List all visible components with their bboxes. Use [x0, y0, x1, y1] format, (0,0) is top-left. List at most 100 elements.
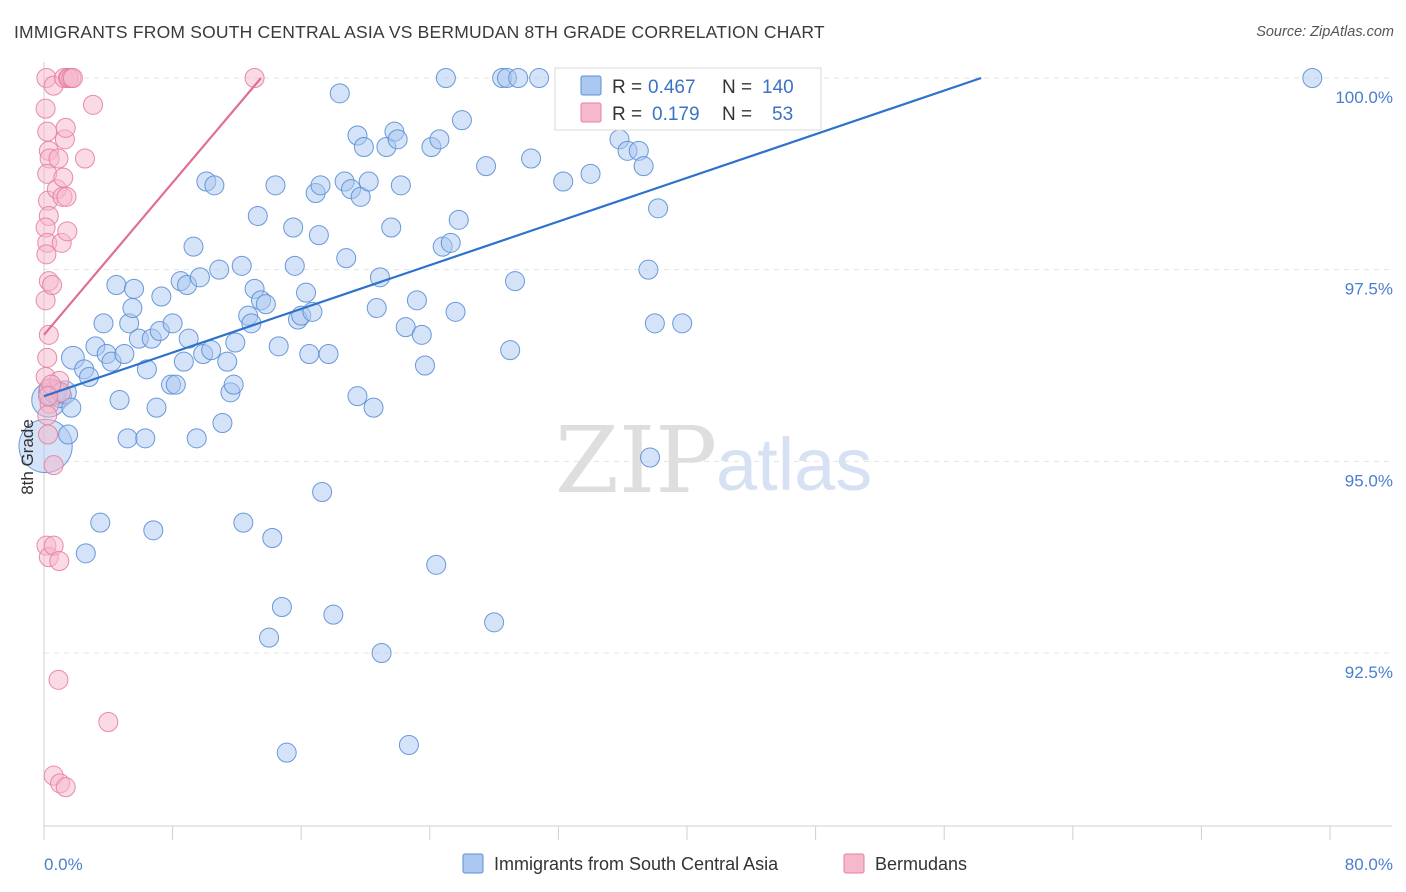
- point-immigrants: [117, 428, 138, 449]
- point-immigrants: [369, 267, 390, 288]
- point-immigrants: [358, 171, 379, 192]
- stats-swatch-immigrants: [580, 75, 602, 96]
- point-immigrants: [231, 255, 252, 276]
- point-immigrants: [644, 313, 665, 334]
- point-bermudans: [38, 386, 59, 407]
- point-immigrants: [484, 612, 505, 633]
- point-immigrants: [504, 271, 525, 292]
- point-immigrants: [283, 217, 304, 238]
- point-immigrants: [521, 148, 542, 169]
- point-immigrants: [445, 301, 466, 322]
- point-bermudans: [37, 405, 58, 426]
- point-bermudans: [37, 121, 58, 142]
- point-immigrants: [284, 255, 305, 276]
- point-bermudans: [56, 186, 77, 207]
- y-tick-label: 92.5%: [1345, 663, 1393, 682]
- point-immigrants: [124, 278, 145, 299]
- stats-n-label-2: N =: [722, 104, 752, 125]
- point-immigrants: [183, 236, 204, 257]
- point-immigrants: [201, 340, 222, 361]
- point-immigrants: [255, 294, 276, 315]
- point-immigrants: [151, 286, 172, 307]
- point-immigrants: [529, 68, 550, 88]
- point-bermudans: [38, 424, 59, 445]
- point-bermudans: [74, 148, 95, 169]
- legend-label-bermudans: Bermudans: [875, 854, 967, 874]
- point-immigrants: [262, 528, 283, 548]
- watermark-zip: ZIP: [555, 407, 717, 514]
- point-immigrants: [217, 351, 238, 372]
- point-immigrants: [165, 374, 186, 395]
- point-immigrants: [440, 232, 461, 253]
- point-immigrants: [500, 340, 521, 361]
- point-immigrants: [114, 344, 135, 364]
- stats-r-label-1: R =: [612, 77, 642, 98]
- point-immigrants: [209, 259, 230, 280]
- watermark-atlas: atlas: [716, 423, 872, 506]
- point-immigrants: [318, 344, 339, 364]
- point-bermudans: [43, 455, 64, 476]
- stats-swatch-bermudans: [580, 102, 602, 123]
- point-immigrants: [109, 390, 130, 410]
- point-immigrants: [426, 554, 447, 575]
- x-tick-labels: 0.0% 80.0%: [44, 855, 1393, 874]
- point-bermudans: [53, 167, 74, 188]
- point-immigrants: [223, 374, 244, 395]
- legend: Immigrants from South Central Asia Bermu…: [462, 853, 967, 874]
- point-immigrants: [353, 137, 374, 157]
- point-immigrants: [580, 163, 601, 184]
- point-immigrants: [672, 313, 693, 334]
- point-immigrants: [259, 627, 280, 648]
- legend-label-immigrants: Immigrants from South Central Asia: [494, 854, 779, 874]
- point-immigrants: [271, 597, 292, 617]
- point-bermudans: [48, 148, 69, 169]
- point-immigrants: [61, 397, 82, 418]
- point-immigrants: [268, 336, 289, 357]
- grid-lines: [44, 77, 1392, 654]
- point-immigrants: [233, 512, 254, 533]
- legend-swatch-bermudans: [843, 853, 865, 874]
- point-immigrants: [508, 68, 529, 88]
- point-immigrants: [366, 298, 387, 318]
- point-immigrants: [1302, 68, 1323, 88]
- y-tick-labels: 92.5% 95.0% 97.5% 100.0%: [1335, 88, 1393, 682]
- x-tick-label: 80.0%: [1345, 855, 1393, 874]
- point-bermudans: [36, 244, 57, 265]
- point-immigrants: [406, 290, 427, 311]
- point-immigrants: [58, 424, 79, 445]
- point-bermudans: [55, 117, 76, 138]
- point-immigrants: [143, 520, 164, 541]
- point-immigrants: [336, 248, 357, 269]
- watermark: ZIP atlas: [555, 407, 872, 514]
- point-bermudans: [62, 68, 83, 88]
- point-immigrants: [225, 332, 246, 353]
- series-bermudans-points: [35, 68, 265, 798]
- point-immigrants: [648, 198, 669, 219]
- point-immigrants: [640, 447, 661, 468]
- point-bermudans: [38, 324, 59, 345]
- stats-n-value-1: 140: [762, 77, 794, 98]
- point-bermudans: [57, 221, 78, 242]
- trend-line-immigrants: [43, 76, 982, 398]
- y-tick-label: 95.0%: [1345, 471, 1393, 490]
- stats-r-value-1: 0.467: [648, 77, 696, 98]
- point-bermudans: [37, 347, 58, 368]
- point-immigrants: [186, 428, 207, 449]
- point-immigrants: [204, 175, 225, 196]
- chart-title: IMMIGRANTS FROM SOUTH CENTRAL ASIA VS BE…: [14, 22, 825, 42]
- point-immigrants: [135, 428, 156, 449]
- chart-source: Source: ZipAtlas.com: [1256, 24, 1394, 40]
- point-immigrants: [75, 543, 96, 564]
- point-immigrants: [312, 482, 333, 502]
- point-immigrants: [189, 267, 210, 288]
- point-immigrants: [136, 359, 157, 380]
- point-immigrants: [347, 386, 368, 407]
- point-immigrants: [122, 298, 143, 318]
- point-immigrants: [553, 171, 574, 192]
- point-bermudans: [244, 68, 265, 88]
- point-immigrants: [299, 344, 320, 364]
- point-immigrants: [323, 604, 344, 625]
- point-immigrants: [398, 735, 419, 755]
- point-immigrants: [448, 209, 469, 230]
- stats-r-value-2: 0.179: [652, 104, 700, 125]
